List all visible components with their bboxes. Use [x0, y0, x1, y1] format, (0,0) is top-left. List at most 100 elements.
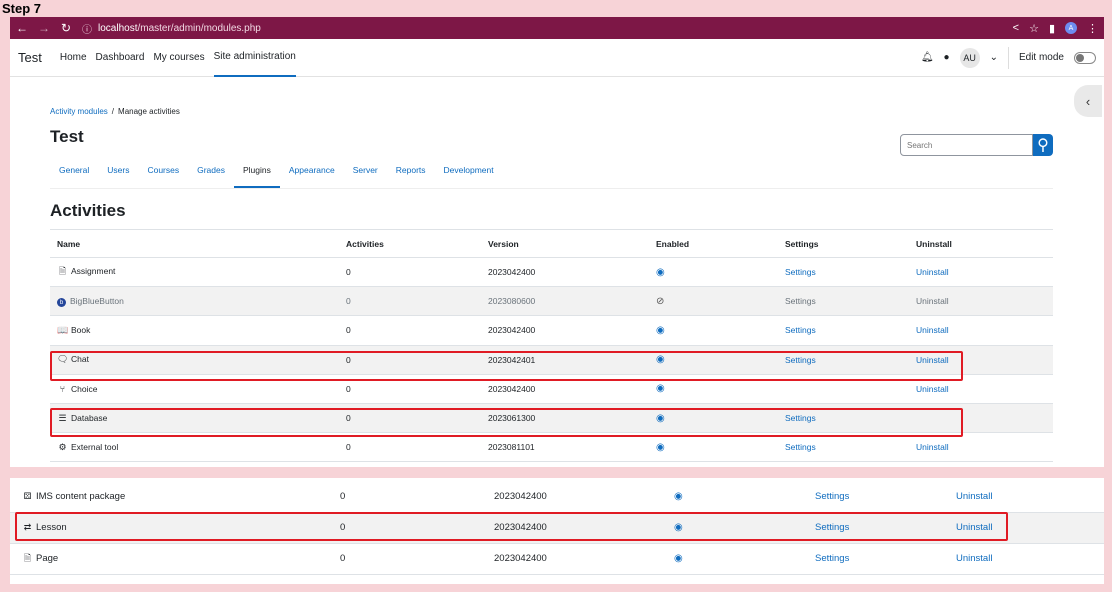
chat-icon: 🗨	[57, 354, 69, 365]
address-bar[interactable]: ⓘ localhost/master/admin/modules.php	[82, 21, 261, 36]
highlight-chat-row	[50, 351, 963, 381]
tab-development[interactable]: Development	[443, 165, 494, 175]
cell-uninstall: Uninstall	[956, 543, 1104, 575]
navbar-divider	[1007, 46, 1009, 69]
profile-icon[interactable]: A	[1065, 22, 1077, 34]
eye-icon[interactable]: ◉	[674, 490, 683, 502]
settings-link[interactable]: Settings	[785, 413, 816, 424]
uninstall-link[interactable]: Uninstall	[956, 553, 993, 564]
table-row: 🗨 Chat 0 2023042401 ◉ Settings Uninstall	[50, 345, 1053, 375]
tab-courses[interactable]: Courses	[147, 165, 180, 175]
settings-link[interactable]: Settings	[785, 267, 816, 278]
header-uninstall: Uninstall	[916, 229, 1053, 258]
sidepanel-icon[interactable]: ▮	[1048, 22, 1055, 35]
cell-enabled: ◉	[674, 481, 815, 513]
assignment-icon: 🗎	[58, 266, 67, 277]
cell-name: 🗨 Chat	[50, 345, 346, 375]
cell-name: 🗎 Page	[10, 543, 340, 575]
uninstall-link[interactable]: Uninstall	[916, 267, 949, 278]
cell-enabled: ⊘	[656, 286, 785, 317]
tab-appearance[interactable]: Appearance	[288, 165, 335, 175]
forward-icon[interactable]: →	[38, 21, 50, 35]
cell-uninstall: Uninstall	[916, 432, 1053, 463]
cell-enabled: ◉	[656, 345, 785, 375]
settings-link[interactable]: Settings	[815, 522, 850, 533]
activity-name: Book	[71, 324, 91, 335]
tab-users[interactable]: Users	[107, 165, 130, 175]
header-name: Name	[50, 229, 346, 258]
eye-icon[interactable]: ◉	[656, 324, 665, 336]
cell-settings: Settings	[815, 481, 956, 513]
tab-plugins[interactable]: Plugins	[233, 165, 280, 188]
settings-link[interactable]: Settings	[785, 296, 816, 307]
uninstall-link[interactable]: Uninstall	[956, 522, 993, 533]
tab-general[interactable]: General	[59, 165, 90, 175]
section-title: Activities	[50, 201, 126, 220]
page-icon: 🗎	[23, 552, 32, 563]
table-row: ⚙ External tool 0 2023081101 ◉ Settings U…	[50, 432, 1053, 463]
uninstall-link[interactable]: Uninstall	[916, 354, 949, 365]
chevron-down-icon[interactable]: ⌄	[989, 52, 998, 63]
cell-version: 2023042400	[488, 315, 656, 346]
settings-link[interactable]: Settings	[815, 553, 850, 564]
reload-icon[interactable]: ↻	[60, 21, 72, 35]
breadcrumb-activity-modules[interactable]: Activity modules	[50, 107, 108, 116]
eye-icon[interactable]: ◉	[656, 412, 665, 424]
cell-enabled: ◉	[674, 543, 815, 575]
uninstall-link[interactable]: Uninstall	[916, 442, 949, 453]
url-host: localhost	[98, 22, 138, 34]
cell-name: ⚄ IMS content package	[10, 481, 340, 513]
messages-icon[interactable]: ●	[943, 52, 950, 63]
header-activities: Activities	[346, 229, 488, 258]
uninstall-link[interactable]: Uninstall	[916, 383, 949, 394]
activity-name: Choice	[71, 383, 98, 394]
nav-my-courses[interactable]: My courses	[153, 52, 205, 63]
block-drawer-toggle[interactable]: ‹	[1074, 85, 1102, 117]
bookmark-star-icon[interactable]: ☆	[1029, 22, 1039, 35]
nav-site-administration[interactable]: Site administration	[213, 39, 296, 77]
settings-link[interactable]: Settings	[785, 354, 816, 365]
cell-name: 📖 Book	[50, 315, 346, 346]
eye-icon[interactable]: ◉	[656, 266, 665, 278]
settings-link[interactable]: Settings	[785, 442, 816, 453]
eye-icon[interactable]: ◉	[674, 553, 683, 564]
eye-icon[interactable]: ◉	[656, 441, 665, 453]
notifications-bell-icon[interactable]: 🔔︎	[920, 52, 934, 63]
browser-window: ← → ↻ ⓘ localhost/master/admin/modules.p…	[10, 17, 1104, 467]
search-button[interactable]: ⚲	[1033, 134, 1053, 156]
table-row: ⇄ Lesson 0 2023042400 ◉ Settings Uninstal…	[10, 512, 1104, 544]
activity-name: Page	[36, 552, 59, 564]
uninstall-link[interactable]: Uninstall	[916, 325, 949, 336]
eye-icon[interactable]: ◉	[674, 522, 683, 533]
browser-toolbar: ← → ↻ ⓘ localhost/master/admin/modules.p…	[10, 17, 1104, 39]
edit-mode-toggle[interactable]	[1074, 51, 1096, 64]
nav-home[interactable]: Home	[59, 52, 87, 63]
cell-activities: 0	[340, 543, 494, 575]
back-icon[interactable]: ←	[16, 21, 28, 35]
settings-link[interactable]: Settings	[785, 325, 816, 336]
uninstall-link[interactable]: Uninstall	[956, 490, 993, 502]
tab-reports[interactable]: Reports	[395, 165, 426, 175]
cell-uninstall: Uninstall	[916, 257, 1053, 288]
tab-grades[interactable]: Grades	[197, 165, 225, 175]
uninstall-link[interactable]: Uninstall	[916, 296, 949, 307]
site-info-icon[interactable]: ⓘ	[82, 24, 92, 36]
book-icon: 📖	[57, 324, 69, 335]
share-icon[interactable]: <	[1012, 22, 1020, 34]
cell-uninstall: Uninstall	[916, 315, 1053, 346]
search-input[interactable]	[900, 134, 1033, 156]
choice-icon: ⑂	[59, 383, 66, 394]
tab-server[interactable]: Server	[352, 165, 378, 175]
eye-slash-icon[interactable]: ⊘	[656, 295, 665, 307]
cell-version: 2023042401	[488, 345, 656, 375]
eye-icon[interactable]: ◉	[656, 354, 665, 366]
site-brand[interactable]: Test	[18, 50, 42, 65]
nav-dashboard[interactable]: Dashboard	[95, 52, 145, 63]
eye-icon[interactable]: ◉	[656, 383, 665, 395]
cell-uninstall: Uninstall	[916, 286, 1053, 317]
menu-icon[interactable]: ⋮	[1087, 22, 1098, 35]
settings-link[interactable]: Settings	[815, 490, 850, 502]
user-avatar[interactable]: AU	[959, 47, 980, 68]
cell-version: 2023042400	[488, 257, 656, 288]
activity-name: Database	[71, 412, 108, 423]
